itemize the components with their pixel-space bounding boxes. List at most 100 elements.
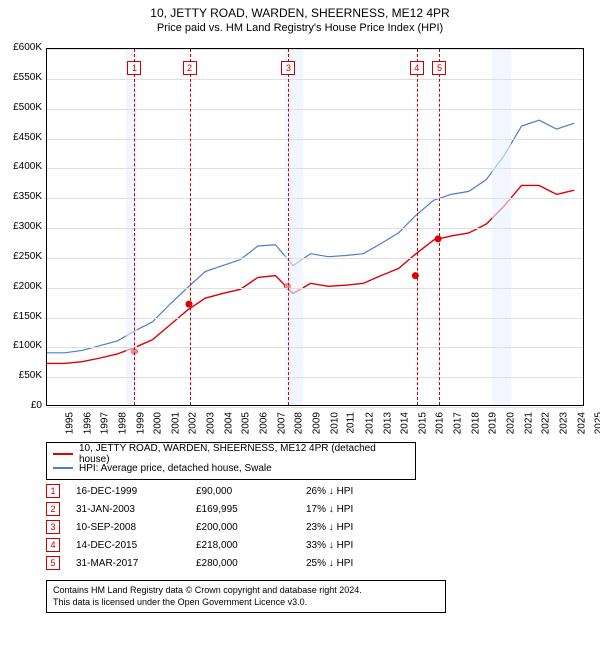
x-tick-label: 2002 <box>188 412 199 434</box>
gridline-h <box>47 109 583 110</box>
sale-marker-box: 5 <box>432 61 446 75</box>
x-tick-label: 2007 <box>276 412 287 434</box>
sale-table-marker: 4 <box>46 538 60 552</box>
legend: 10, JETTY ROAD, WARDEN, SHEERNESS, ME12 … <box>46 442 416 480</box>
y-tick-label: £600K <box>0 42 42 53</box>
gridline-h <box>47 198 583 199</box>
y-tick-label: £500K <box>0 102 42 113</box>
sale-table-row: 3 10-SEP-2008£200,00023% ↓ HPI <box>46 518 366 536</box>
sale-pct: 23% ↓ HPI <box>306 522 366 533</box>
y-tick-label: £400K <box>0 161 42 172</box>
gridline-h <box>47 139 583 140</box>
sale-pct: 26% ↓ HPI <box>306 486 366 497</box>
sale-price: £200,000 <box>196 522 306 533</box>
gridline-h <box>47 288 583 289</box>
x-tick-label: 2024 <box>576 412 587 434</box>
sale-date: 31-JAN-2003 <box>76 504 196 515</box>
y-tick-label: £50K <box>0 370 42 381</box>
x-tick-label: 1999 <box>135 412 146 434</box>
gridline-h <box>47 407 583 408</box>
sale-marker-line <box>417 49 418 405</box>
x-tick-label: 2020 <box>505 412 516 434</box>
sale-price: £218,000 <box>196 540 306 551</box>
x-tick-label: 2014 <box>399 412 410 434</box>
legend-row: 10, JETTY ROAD, WARDEN, SHEERNESS, ME12 … <box>53 447 409 461</box>
gridline-h <box>47 347 583 348</box>
x-tick-label: 1996 <box>82 412 93 434</box>
x-tick-label: 2006 <box>258 412 269 434</box>
y-tick-label: £300K <box>0 221 42 232</box>
gridline-h <box>47 377 583 378</box>
legend-swatch <box>53 453 73 455</box>
x-tick-label: 2025 <box>593 412 600 434</box>
plot-area: 1 2 3 45 <box>46 48 584 406</box>
x-tick-label: 2008 <box>294 412 305 434</box>
x-tick-label: 2012 <box>364 412 375 434</box>
license-line-2: This data is licensed under the Open Gov… <box>53 597 439 609</box>
sale-table-row: 1 16-DEC-1999£90,00026% ↓ HPI <box>46 482 366 500</box>
sale-price: £169,995 <box>196 504 306 515</box>
legend-label: HPI: Average price, detached house, Swal… <box>79 463 272 474</box>
sale-date: 16-DEC-1999 <box>76 486 196 497</box>
sale-table-marker: 3 <box>46 520 60 534</box>
x-tick-label: 2010 <box>329 412 340 434</box>
y-tick-label: £550K <box>0 72 42 83</box>
sale-pct: 33% ↓ HPI <box>306 540 366 551</box>
sale-table-row: 4 14-DEC-2015£218,00033% ↓ HPI <box>46 536 366 554</box>
sale-pct: 17% ↓ HPI <box>306 504 366 515</box>
sale-marker-box: 1 <box>127 61 141 75</box>
gridline-h <box>47 228 583 229</box>
sale-marker-box: 3 <box>281 61 295 75</box>
x-tick-label: 2004 <box>223 412 234 434</box>
x-tick-label: 2016 <box>435 412 446 434</box>
sale-date: 31-MAR-2017 <box>76 558 196 569</box>
sale-marker-line <box>288 49 289 405</box>
sale-marker-line <box>190 49 191 405</box>
x-tick-label: 2018 <box>470 412 481 434</box>
sale-table-marker: 2 <box>46 502 60 516</box>
sale-marker-line <box>134 49 135 405</box>
x-tick-label: 2019 <box>488 412 499 434</box>
y-tick-label: £150K <box>0 311 42 322</box>
sale-price: £280,000 <box>196 558 306 569</box>
sales-table: 1 16-DEC-1999£90,00026% ↓ HPI 2 31-JAN-2003… <box>46 482 366 572</box>
gridline-h <box>47 79 583 80</box>
sale-pct: 25% ↓ HPI <box>306 558 366 569</box>
recession-band <box>492 49 511 405</box>
x-tick-label: 2021 <box>523 412 534 434</box>
x-tick-label: 2009 <box>311 412 322 434</box>
sale-marker-box: 4 <box>410 61 424 75</box>
sale-date: 14-DEC-2015 <box>76 540 196 551</box>
x-tick-label: 2015 <box>417 412 428 434</box>
sale-marker-box: 2 <box>183 61 197 75</box>
sale-date: 10-SEP-2008 <box>76 522 196 533</box>
x-tick-label: 2011 <box>346 412 357 434</box>
y-tick-label: £100K <box>0 340 42 351</box>
sale-table-marker: 5 <box>46 556 60 570</box>
x-tick-label: 2023 <box>558 412 569 434</box>
y-tick-label: £0 <box>0 400 42 411</box>
legend-swatch <box>53 467 73 469</box>
sale-price: £90,000 <box>196 486 306 497</box>
chart-subtitle: Price paid vs. HM Land Registry's House … <box>0 20 600 40</box>
gridline-h <box>47 49 583 50</box>
sale-table-marker: 1 <box>46 484 60 498</box>
y-tick-label: £200K <box>0 281 42 292</box>
gridline-h <box>47 318 583 319</box>
chart-container: 10, JETTY ROAD, WARDEN, SHEERNESS, ME12 … <box>0 0 600 650</box>
sale-dot <box>412 272 419 279</box>
x-tick-label: 1997 <box>100 412 111 434</box>
chart-title: 10, JETTY ROAD, WARDEN, SHEERNESS, ME12 … <box>0 0 600 20</box>
sale-marker-line <box>439 49 440 405</box>
x-tick-label: 2022 <box>541 412 552 434</box>
license-line-1: Contains HM Land Registry data © Crown c… <box>53 585 439 597</box>
x-tick-label: 2013 <box>382 412 393 434</box>
gridline-h <box>47 258 583 259</box>
sale-table-row: 5 31-MAR-2017£280,00025% ↓ HPI <box>46 554 366 572</box>
gridline-h <box>47 168 583 169</box>
y-tick-label: £250K <box>0 251 42 262</box>
x-tick-label: 2005 <box>241 412 252 434</box>
y-tick-label: £350K <box>0 191 42 202</box>
y-tick-label: £450K <box>0 132 42 143</box>
sale-table-row: 2 31-JAN-2003£169,99517% ↓ HPI <box>46 500 366 518</box>
